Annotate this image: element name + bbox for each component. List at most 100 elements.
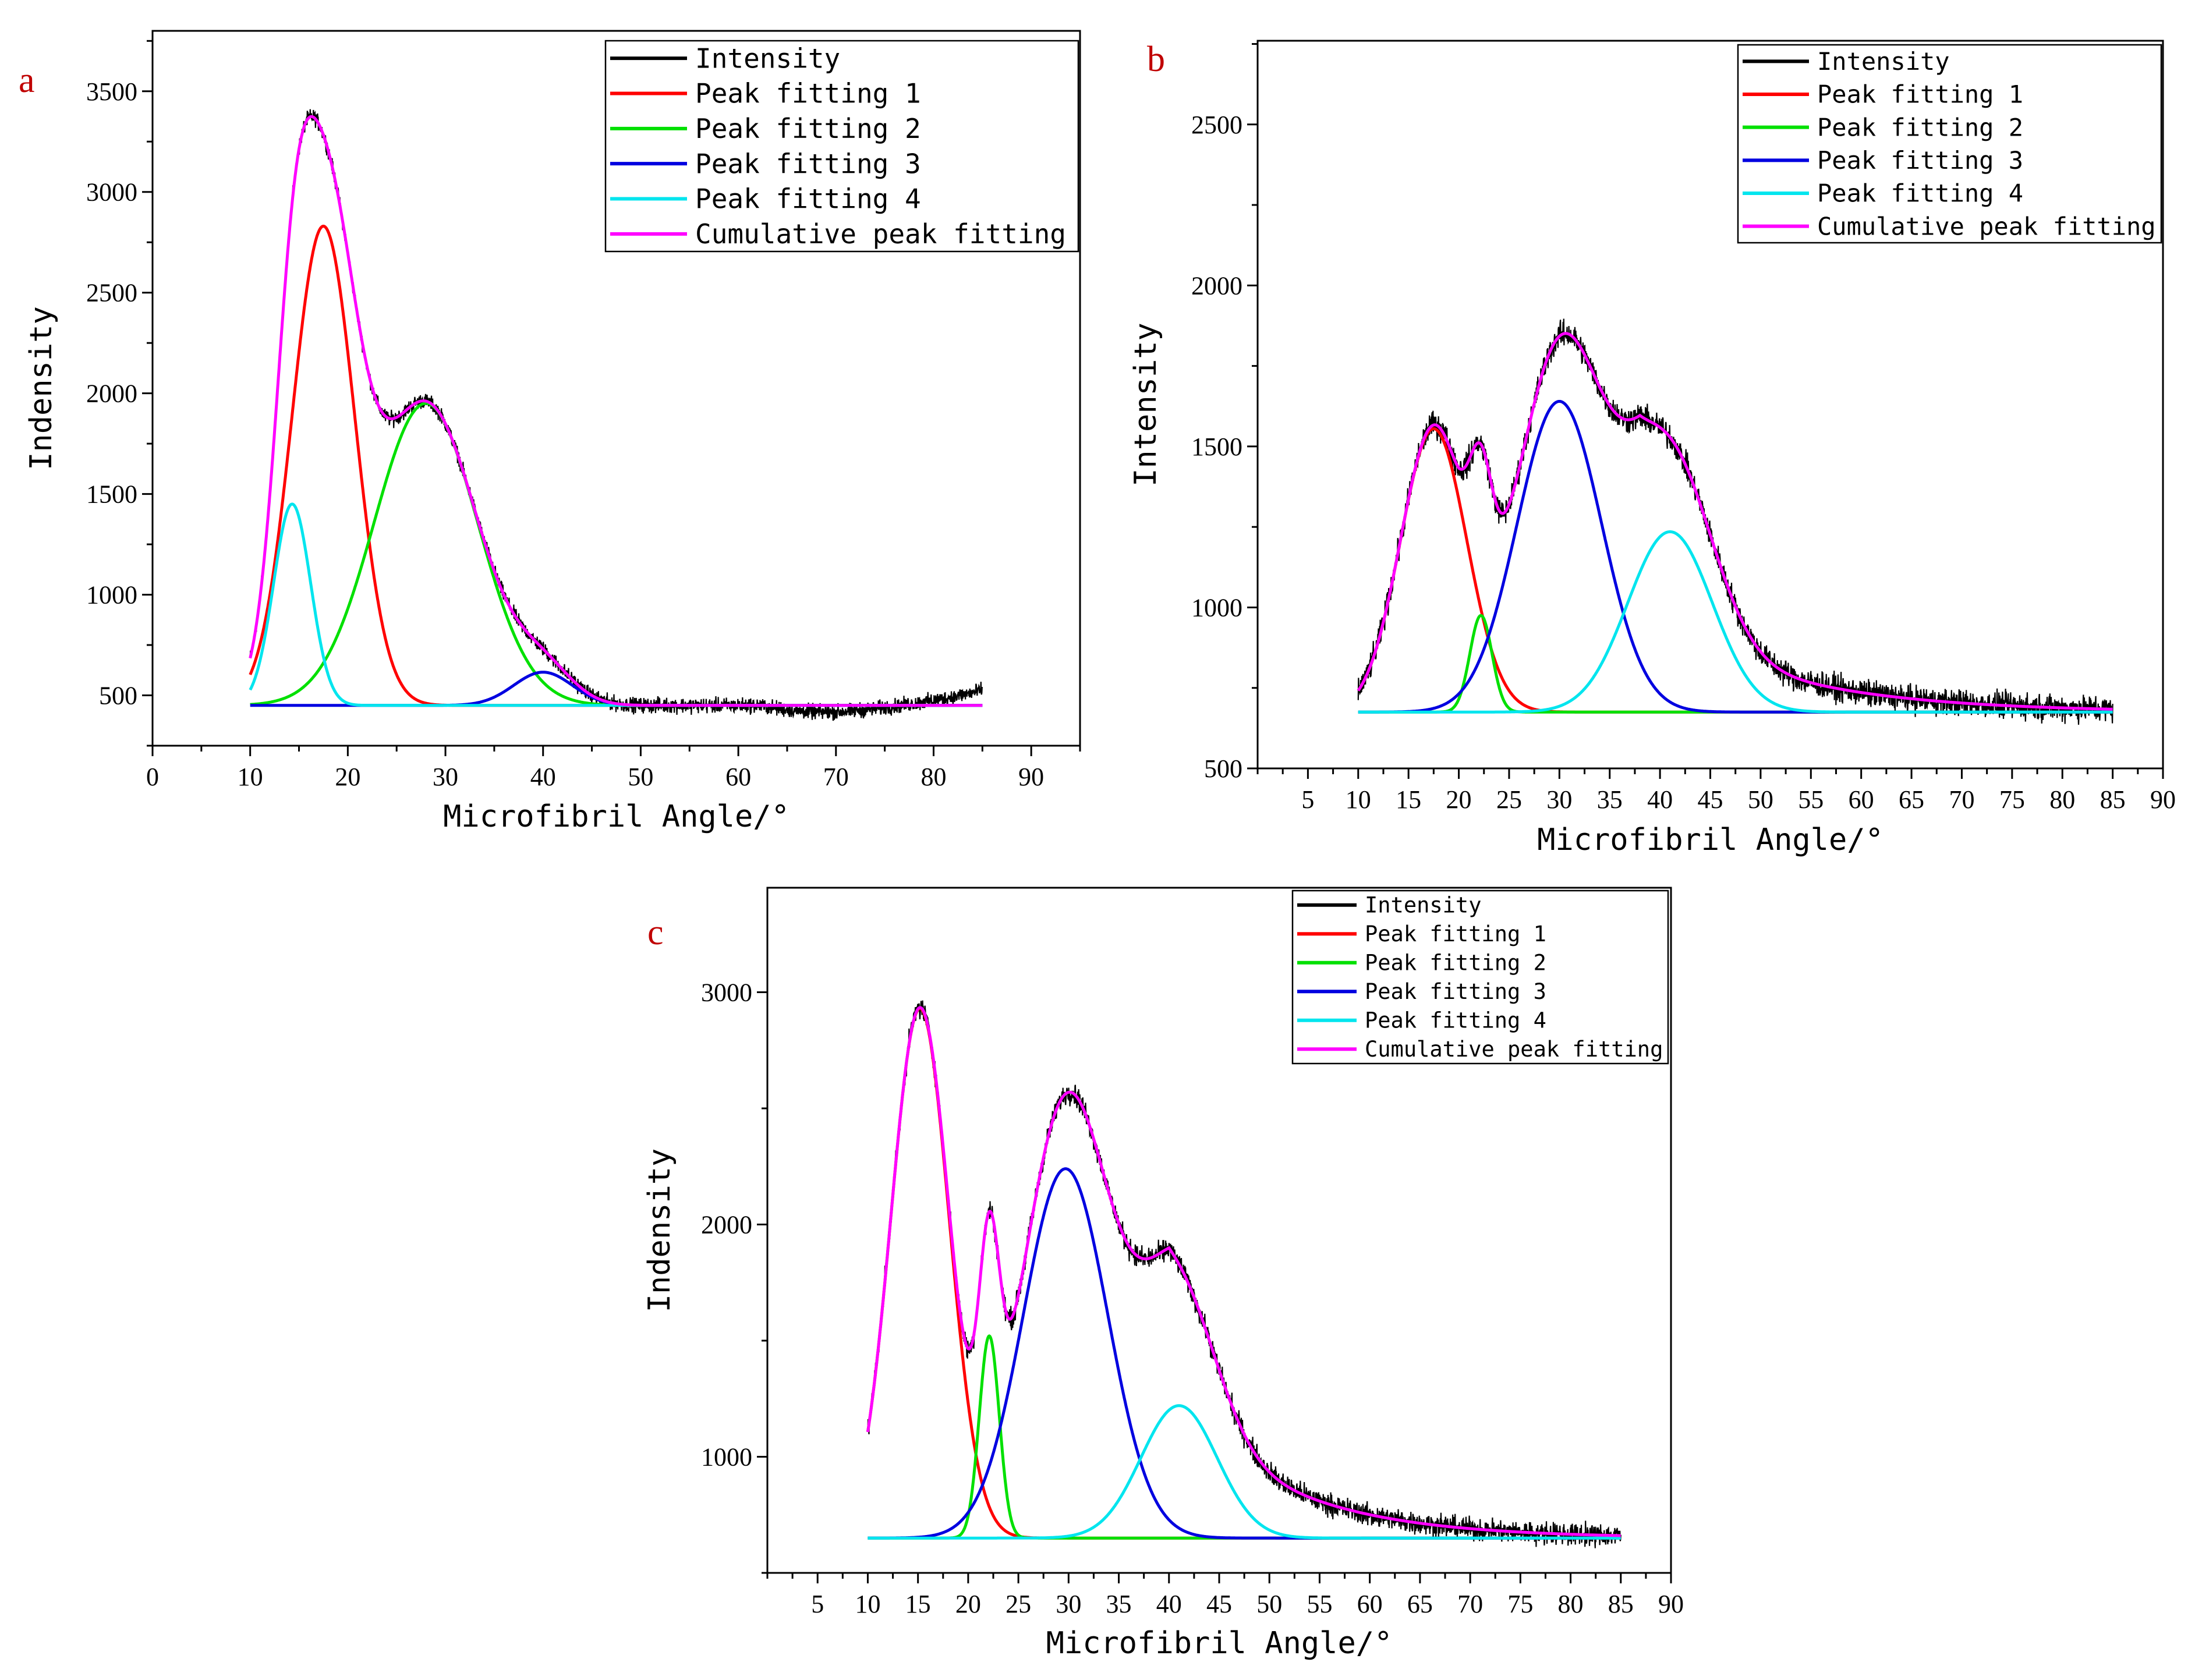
y-tick-label: 1000 bbox=[86, 581, 137, 609]
legend-label-peak2: Peak fitting 2 bbox=[1365, 951, 1546, 976]
y-tick-label: 3500 bbox=[86, 77, 137, 106]
chart-panel-a: a 0 10 20 30 40 50 60 70 80 90 500 1000 1500 2000 2500 3… bbox=[19, 30, 1081, 834]
series-peak4 bbox=[249, 502, 983, 707]
x-axis-title: Microfibril Angle/° bbox=[1537, 823, 1884, 857]
x-tick-label: 40 bbox=[530, 763, 556, 791]
x-tick-label: 30 bbox=[1546, 785, 1572, 814]
legend: Intensity Peak fitting 1 Peak fitting 2 Pea… bbox=[604, 40, 1079, 253]
x-tick-label: 0 bbox=[146, 763, 159, 791]
legend-label-cumulative: Cumulative peak fitting bbox=[1365, 1037, 1663, 1062]
x-tick-label: 70 bbox=[1949, 785, 1974, 814]
x-tick-label: 40 bbox=[1647, 785, 1673, 814]
x-tick-label: 55 bbox=[1798, 785, 1824, 814]
legend-label-peak4: Peak fitting 4 bbox=[695, 183, 921, 215]
x-tick-label: 20 bbox=[335, 763, 360, 791]
x-tick-label: 10 bbox=[238, 763, 263, 791]
x-tick-label: 35 bbox=[1597, 785, 1623, 814]
legend-label-cumulative: Cumulative peak fitting bbox=[695, 218, 1066, 250]
x-tick-label: 5 bbox=[1301, 785, 1314, 814]
y-tick-label: 500 bbox=[1204, 754, 1242, 783]
legend-label-peak3: Peak fitting 3 bbox=[695, 148, 921, 179]
y-tick-label: 500 bbox=[99, 682, 137, 710]
legend: Intensity Peak fitting 1 Peak fitting 2 Pea… bbox=[1291, 889, 1669, 1065]
y-tick-label: 2000 bbox=[701, 1211, 752, 1239]
legend-label-peak4: Peak fitting 4 bbox=[1817, 179, 2023, 208]
x-axis-title: Microfibril Angle/° bbox=[1046, 1626, 1393, 1661]
plot-frame bbox=[151, 30, 1081, 747]
legend-box bbox=[1737, 44, 2162, 244]
legend-label-peak3: Peak fitting 3 bbox=[1817, 146, 2023, 175]
x-tick-label: 45 bbox=[1698, 785, 1723, 814]
y-tick-label: 3000 bbox=[701, 979, 752, 1007]
series-cumulative bbox=[249, 115, 983, 707]
x-tick-label: 25 bbox=[1496, 785, 1522, 814]
y-tick-label: 2500 bbox=[86, 279, 137, 307]
x-tick-label: 75 bbox=[1507, 1590, 1533, 1618]
x-tick-label: 10 bbox=[1346, 785, 1371, 814]
x-tick-label: 25 bbox=[1006, 1590, 1031, 1618]
legend-label-peak1: Peak fitting 1 bbox=[1817, 80, 2023, 109]
x-tick-label: 65 bbox=[1899, 785, 1924, 814]
x-tick-label: 60 bbox=[1849, 785, 1874, 814]
legend-label-intensity: Intensity bbox=[1365, 893, 1481, 918]
x-tick-label: 30 bbox=[433, 763, 458, 791]
series-peak4 bbox=[1358, 530, 2113, 714]
y-tick-label: 1500 bbox=[1191, 433, 1242, 461]
x-tick-label: 65 bbox=[1407, 1590, 1433, 1618]
x-tick-label: 40 bbox=[1156, 1590, 1182, 1618]
legend-label-peak4: Peak fitting 4 bbox=[1365, 1008, 1546, 1033]
series-cumulative bbox=[1357, 332, 2113, 711]
series-peak2 bbox=[250, 402, 983, 707]
x-tick-label: 45 bbox=[1206, 1590, 1232, 1618]
x-tick-label: 80 bbox=[2049, 785, 2075, 814]
x-tick-label: 80 bbox=[1558, 1590, 1584, 1618]
legend-label-peak1: Peak fitting 1 bbox=[695, 78, 921, 109]
y-tick-label: 1500 bbox=[86, 480, 137, 509]
legend-label-peak2: Peak fitting 2 bbox=[1817, 113, 2023, 141]
series-cumulative bbox=[866, 1006, 1621, 1537]
x-tick-label: 70 bbox=[823, 763, 849, 791]
x-tick-label: 50 bbox=[628, 763, 653, 791]
x-tick-label: 35 bbox=[1106, 1590, 1132, 1618]
x-tick-label: 5 bbox=[811, 1590, 824, 1618]
x-tick-label: 15 bbox=[905, 1590, 931, 1618]
y-tick-label: 2500 bbox=[1191, 111, 1242, 139]
chart-panel-c: c 5 10 15 20 25 30 35 40 45 50 55 60 65 70 75 80 85 90 1000… bbox=[642, 887, 1684, 1661]
x-tick-label: 50 bbox=[1748, 785, 1773, 814]
panel-letter: a bbox=[19, 61, 35, 100]
x-tick-label: 90 bbox=[2150, 785, 2176, 814]
x-tick-label: 30 bbox=[1056, 1590, 1081, 1618]
legend: Intensity Peak fitting 1 Peak fitting 2 Pea… bbox=[1737, 44, 2162, 244]
legend-label-cumulative: Cumulative peak fitting bbox=[1817, 212, 2156, 240]
series-peak1 bbox=[249, 224, 983, 707]
y-tick-label: 1000 bbox=[1191, 593, 1242, 622]
legend-label-peak1: Peak fitting 1 bbox=[1365, 921, 1546, 947]
x-tick-label: 70 bbox=[1457, 1590, 1483, 1618]
legend-label-intensity: Intensity bbox=[1817, 47, 1950, 76]
x-tick-label: 90 bbox=[1018, 763, 1044, 791]
series-peak1 bbox=[1357, 427, 2113, 714]
legend-box bbox=[604, 40, 1079, 253]
legend-label-peak2: Peak fitting 2 bbox=[695, 113, 921, 144]
x-tick-label: 15 bbox=[1396, 785, 1421, 814]
x-tick-label: 55 bbox=[1307, 1590, 1332, 1618]
legend-label-peak3: Peak fitting 3 bbox=[1365, 979, 1546, 1004]
series-peak4 bbox=[868, 1404, 1621, 1540]
legend-label-intensity: Intensity bbox=[695, 42, 840, 74]
series-intensity bbox=[1357, 318, 2113, 725]
x-tick-label: 10 bbox=[855, 1590, 880, 1618]
series-peak3 bbox=[250, 671, 983, 707]
x-tick-label: 20 bbox=[1446, 785, 1472, 814]
x-tick-label: 80 bbox=[921, 763, 946, 791]
x-tick-label: 60 bbox=[725, 763, 751, 791]
x-tick-label: 60 bbox=[1357, 1590, 1383, 1618]
x-tick-label: 85 bbox=[1608, 1590, 1634, 1618]
x-tick-label: 50 bbox=[1256, 1590, 1282, 1618]
panel-letter: b bbox=[1147, 40, 1165, 79]
x-tick-label: 75 bbox=[1999, 785, 2025, 814]
y-axis-title: Intensity bbox=[1128, 322, 1163, 487]
y-axis-title: Indensity bbox=[642, 1149, 677, 1313]
chart-panel-b: b 5 10 15 20 25 30 35 40 45 50 55 60 65 70 75 80 85 90 500 1… bbox=[1128, 40, 2176, 857]
y-tick-label: 2000 bbox=[86, 380, 137, 408]
